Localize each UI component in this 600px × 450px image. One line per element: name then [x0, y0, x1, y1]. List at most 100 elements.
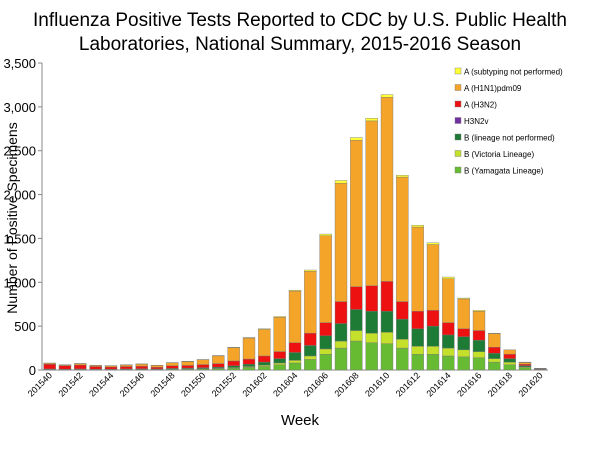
bar-segment	[319, 233, 332, 236]
y-tick-label: 2,000	[3, 188, 36, 203]
bar-segment	[273, 316, 286, 318]
bar-segment	[365, 311, 378, 334]
x-tick-label: 201546	[118, 370, 146, 398]
legend-swatch	[454, 117, 462, 124]
x-tick-label: 201614	[424, 370, 452, 398]
bar-segment	[304, 271, 317, 334]
bar-segment	[304, 359, 317, 371]
bar-segment	[426, 310, 440, 327]
bar-segment	[457, 297, 470, 300]
bar-segment	[288, 289, 302, 292]
bar-segment	[258, 366, 271, 371]
bar-segment	[319, 322, 332, 336]
x-tick-label: 201616	[455, 370, 483, 398]
bar-segment	[350, 139, 363, 287]
legend-label: A (H3N2)	[464, 101, 497, 110]
x-tick-label: 201612	[394, 370, 422, 398]
legend-label: B (Victoria Lineage)	[464, 150, 534, 159]
x-axis-label: Week	[281, 412, 320, 429]
bar-segment	[488, 361, 501, 371]
bar-segment	[365, 332, 378, 344]
bar-segment	[350, 286, 363, 310]
bar-segment	[135, 363, 148, 367]
legend-swatch	[454, 166, 462, 174]
bar-segment	[426, 242, 440, 245]
chart-title: Laboratories, National Summary, 2015-201…	[79, 34, 521, 55]
bar-segment	[411, 311, 424, 329]
bar-segment	[472, 357, 486, 371]
bar-segment	[258, 355, 271, 363]
y-tick-label: 3,000	[3, 100, 36, 115]
bar-segment	[89, 366, 102, 370]
bar-segment	[304, 355, 317, 360]
bar-segment	[288, 362, 302, 371]
bar-segment	[472, 351, 486, 358]
bar-segment	[488, 358, 501, 363]
bar-segment	[396, 301, 409, 320]
bar-segment	[411, 328, 424, 347]
x-tick-label: 201542	[56, 370, 84, 398]
bar-segment	[472, 330, 486, 341]
bar-segment	[518, 367, 532, 371]
bar-segment	[273, 362, 286, 365]
bar-segment	[380, 343, 394, 371]
bar-segment	[442, 334, 455, 349]
bar-segment	[304, 345, 317, 357]
bar-segment	[258, 329, 271, 357]
bar-segment	[365, 118, 378, 122]
chart-title: Influenza Positive Tests Reported to CDC…	[33, 10, 567, 31]
bar-segment	[166, 362, 179, 366]
bar-segment	[227, 368, 240, 371]
bar-segment	[319, 335, 332, 350]
bar-segment	[273, 358, 286, 364]
bar-segment	[166, 365, 179, 369]
x-tick-label: 201602	[240, 370, 268, 398]
bar-segment	[411, 226, 424, 312]
bar-segment	[104, 366, 118, 370]
y-tick-label: 2,500	[3, 144, 36, 159]
bar-segment	[242, 337, 256, 360]
bar-segment	[457, 356, 470, 371]
bar-segment	[503, 361, 516, 365]
bar-segment	[411, 354, 424, 371]
legend-swatch	[454, 150, 462, 157]
bar-segment	[380, 311, 394, 333]
bar-segment	[334, 180, 348, 184]
y-tick-label: 500	[14, 319, 36, 334]
bar-segment	[503, 354, 516, 359]
bar-segment	[304, 269, 317, 272]
x-tick-label: 201544	[87, 370, 115, 398]
x-tick-label: 201620	[516, 370, 544, 398]
bar-segment	[518, 362, 532, 365]
legend-swatch	[454, 100, 462, 108]
bar-segment	[273, 316, 286, 352]
bar-segment	[43, 363, 56, 370]
bar-segment	[426, 325, 440, 347]
bar-segment	[242, 358, 256, 365]
bar-segment	[472, 339, 486, 352]
bar-segment	[442, 278, 455, 323]
x-tick-label: 201552	[210, 370, 238, 398]
bar-segment	[212, 355, 225, 364]
bar-segment	[334, 301, 348, 324]
bar-segment	[227, 347, 240, 362]
bar-segment	[150, 365, 164, 368]
bar-segment	[457, 336, 470, 351]
bar-segment	[350, 309, 363, 331]
bar-segment	[380, 281, 394, 312]
bar-segment	[457, 328, 470, 337]
bar-segment	[196, 359, 210, 365]
y-tick-label: 3,500	[3, 56, 36, 71]
legend-label: H3N2v	[464, 117, 488, 126]
bar-segment	[365, 285, 378, 312]
bar-segment	[181, 361, 194, 366]
bar-segment	[503, 364, 516, 371]
legend-swatch	[454, 133, 462, 141]
bar-segment	[288, 352, 302, 361]
bar-segment	[426, 354, 440, 371]
bar-segment	[457, 349, 470, 358]
bar-segment	[319, 348, 332, 355]
bar-segment	[457, 298, 470, 329]
bar-segment	[426, 244, 440, 311]
bar-segment	[503, 358, 516, 363]
